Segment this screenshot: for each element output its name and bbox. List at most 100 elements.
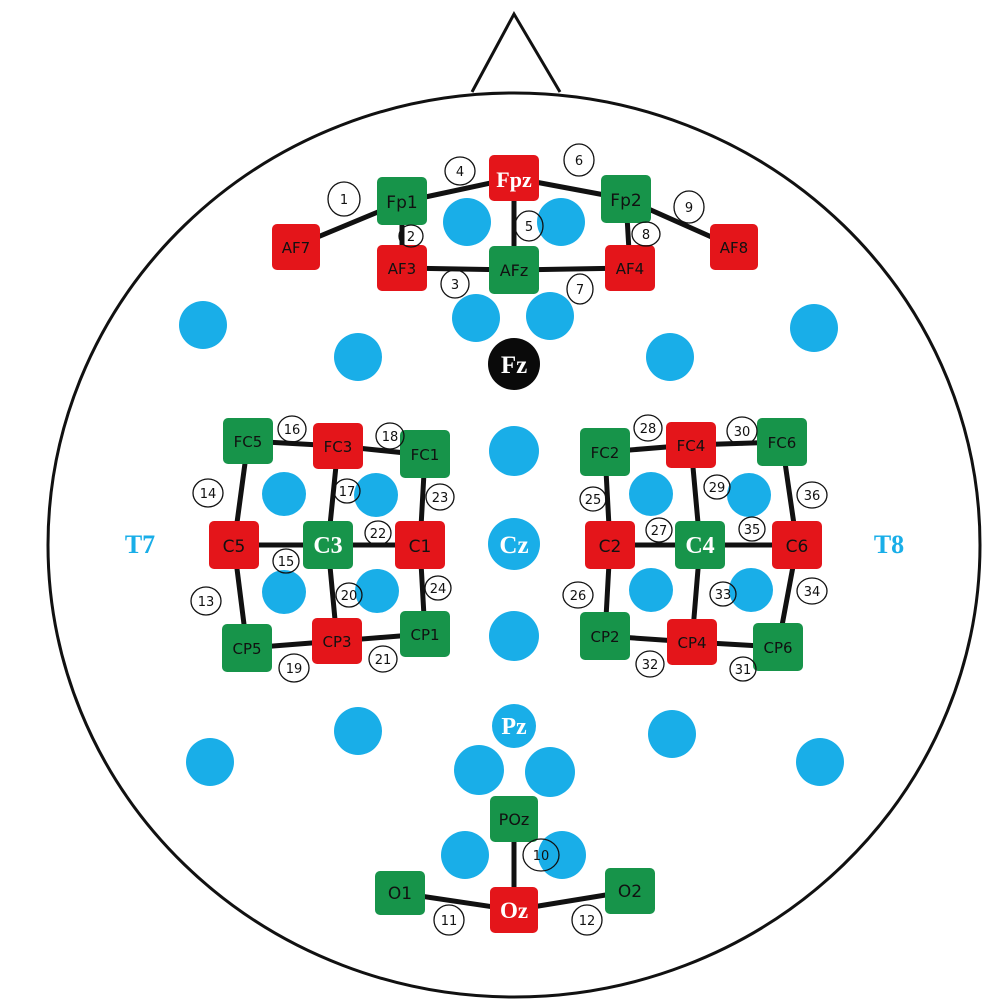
labeled-electrodes: Cz T7 T8 Pz Fz bbox=[125, 338, 904, 748]
label-fpz: Fpz bbox=[496, 167, 532, 192]
channel-11: 11 bbox=[441, 914, 458, 929]
electrode-dot bbox=[796, 738, 844, 786]
channel-number-circle bbox=[368, 645, 398, 673]
channel-number-circle bbox=[796, 577, 828, 605]
label-c6: C6 bbox=[786, 537, 809, 557]
electrode-pz bbox=[492, 704, 536, 748]
optode-fc2 bbox=[580, 428, 630, 476]
optode-cp3 bbox=[312, 618, 362, 664]
label-c4: C4 bbox=[685, 533, 714, 559]
channel-number-circle bbox=[645, 517, 673, 543]
channel-24: 24 bbox=[430, 582, 447, 597]
electrode-dot bbox=[355, 569, 399, 613]
channel-29: 29 bbox=[709, 481, 726, 496]
label-o2: O2 bbox=[618, 882, 642, 902]
optode-af4 bbox=[605, 245, 655, 291]
channel-number-circle bbox=[375, 422, 405, 450]
channel-21: 21 bbox=[375, 653, 392, 668]
optode-afz bbox=[489, 246, 539, 294]
channel-number-labels: 1 2 3 4 5 6 7 8 9 10 11 12 13 14 15 16 1… bbox=[198, 154, 821, 929]
electrode-fz-reference bbox=[488, 338, 540, 390]
optode-af3 bbox=[377, 245, 427, 291]
electrode-dot bbox=[179, 301, 227, 349]
label-fp1: Fp1 bbox=[386, 193, 417, 213]
channel-28: 28 bbox=[640, 422, 657, 437]
optode-c1 bbox=[395, 521, 445, 569]
electrode-dot bbox=[648, 710, 696, 758]
electrode-dot bbox=[729, 568, 773, 612]
channel-number-circle bbox=[796, 481, 828, 509]
electrode-dot bbox=[454, 745, 504, 795]
electrode-dot bbox=[489, 426, 539, 476]
optodes: Fpz Fp1 Fp2 AF7 AF3 AFz AF4 AF8 FC5 FC3 … bbox=[209, 155, 822, 933]
channel-number-circle bbox=[522, 838, 560, 872]
channel-number-circle bbox=[703, 474, 731, 500]
channel-9: 9 bbox=[685, 201, 693, 216]
channel-number-circle bbox=[709, 581, 737, 607]
channel-number-circle bbox=[333, 478, 361, 504]
channel-number-circle bbox=[278, 653, 310, 683]
channel-6: 6 bbox=[575, 154, 583, 169]
label-pz: Pz bbox=[501, 714, 527, 740]
channel-33: 33 bbox=[715, 588, 732, 603]
channel-number-circle bbox=[277, 415, 307, 443]
label-fc1: FC1 bbox=[411, 446, 440, 464]
channel-15: 15 bbox=[278, 555, 295, 570]
label-cp3: CP3 bbox=[322, 633, 351, 651]
channel-number-circle bbox=[424, 575, 452, 601]
optode-fp2 bbox=[601, 175, 651, 223]
electrode-dot bbox=[441, 831, 489, 879]
channel-number-circle bbox=[562, 581, 594, 609]
label-af8: AF8 bbox=[720, 239, 748, 257]
channel-number-circle bbox=[566, 273, 594, 305]
label-poz: POz bbox=[499, 810, 530, 829]
label-cp1: CP1 bbox=[410, 626, 439, 644]
channel-35: 35 bbox=[744, 523, 761, 538]
electrode-dot bbox=[537, 198, 585, 246]
electrode-dot bbox=[646, 333, 694, 381]
optode-oz bbox=[490, 887, 538, 933]
channel-14: 14 bbox=[200, 487, 217, 502]
channel-number-circle bbox=[335, 582, 363, 608]
channel-7: 7 bbox=[576, 283, 584, 298]
channel-1: 1 bbox=[340, 193, 348, 208]
electrode-dot bbox=[629, 568, 673, 612]
label-cp5: CP5 bbox=[232, 640, 261, 658]
optode-c4 bbox=[675, 521, 725, 569]
label-af4: AF4 bbox=[616, 260, 644, 278]
channel-18: 18 bbox=[382, 430, 399, 445]
optode-fc5 bbox=[223, 418, 273, 464]
optode-af8 bbox=[710, 224, 758, 270]
channel-number-circle bbox=[440, 269, 470, 299]
electrode-dot bbox=[727, 473, 771, 517]
channel-12: 12 bbox=[579, 914, 596, 929]
channel-31: 31 bbox=[735, 663, 752, 678]
optode-fc1 bbox=[400, 430, 450, 478]
head-circle bbox=[46, 91, 982, 999]
channel-number-circle bbox=[433, 904, 465, 936]
optode-fc6 bbox=[757, 418, 807, 466]
label-c3: C3 bbox=[313, 533, 342, 559]
nose-shape bbox=[470, 10, 562, 93]
label-cp6: CP6 bbox=[763, 639, 792, 657]
channel-22: 22 bbox=[370, 527, 387, 542]
channel-number-circle bbox=[738, 516, 766, 542]
channel-17: 17 bbox=[339, 485, 356, 500]
channel-number-circle bbox=[398, 224, 424, 248]
electrode-dot bbox=[538, 831, 586, 879]
head-outline bbox=[46, 10, 982, 999]
optode-c6 bbox=[772, 521, 822, 569]
optode-fp1 bbox=[377, 177, 427, 225]
optode-cp1 bbox=[400, 611, 450, 657]
channel-13: 13 bbox=[198, 595, 215, 610]
channel-number-circle bbox=[364, 520, 392, 546]
label-afz: AFz bbox=[500, 261, 529, 280]
channel-23: 23 bbox=[432, 491, 449, 506]
channel-number-circle bbox=[633, 414, 663, 442]
label-fc5: FC5 bbox=[234, 433, 263, 451]
channel-27: 27 bbox=[651, 524, 668, 539]
channel-number-circle bbox=[571, 904, 603, 936]
channel-4: 4 bbox=[456, 165, 464, 180]
channel-26: 26 bbox=[570, 589, 587, 604]
